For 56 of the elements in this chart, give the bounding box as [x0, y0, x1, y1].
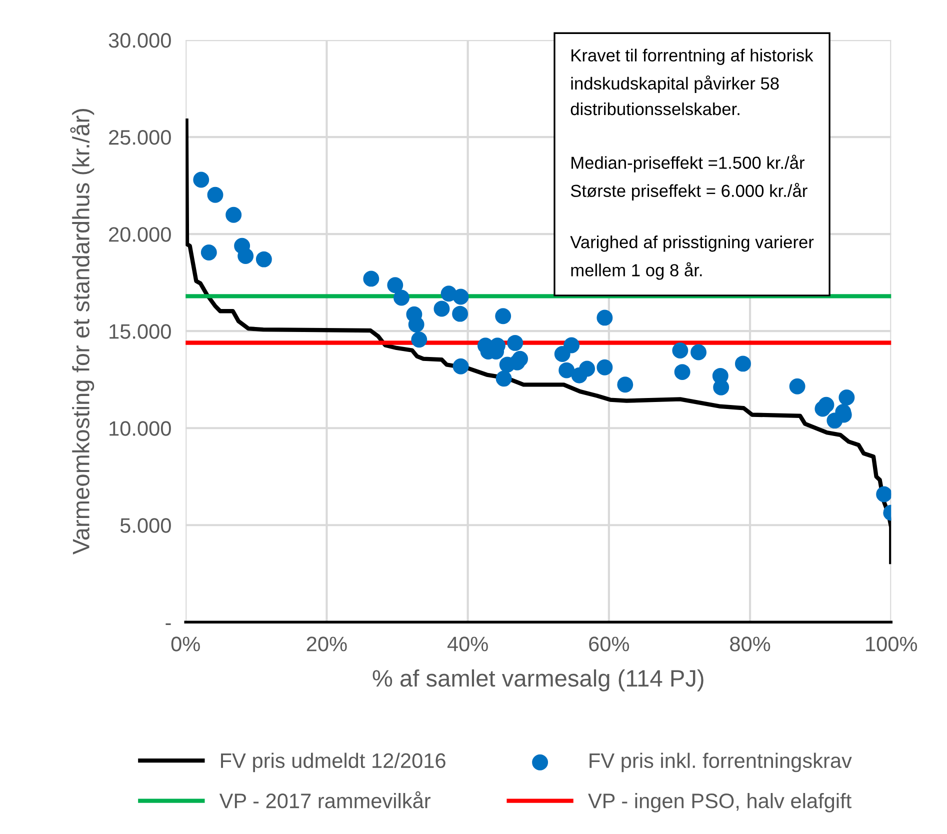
y-axis-title: Varmeomkosting for et standardhus (kr./år) [70, 109, 94, 555]
point [838, 389, 855, 406]
point [496, 370, 512, 387]
point [207, 186, 224, 203]
point [596, 310, 613, 326]
point [507, 334, 524, 351]
x-axis-title: % af samlet varmesalg (114 PJ) [372, 669, 704, 692]
point [363, 270, 380, 287]
point [394, 290, 410, 306]
point [558, 362, 575, 378]
point [617, 376, 634, 393]
point [452, 358, 469, 374]
point [411, 332, 428, 348]
x-tick-label: 40% [447, 636, 488, 652]
point [818, 396, 834, 413]
point [495, 308, 512, 324]
point [674, 364, 690, 380]
point [596, 359, 613, 376]
point [672, 342, 688, 358]
point [193, 172, 210, 188]
x-tick-label: 100% [866, 636, 918, 652]
point [564, 337, 580, 354]
legend-label: FV pris udmeldt 12/2016 [221, 752, 446, 772]
y-tick-label: 25.000 [109, 130, 171, 145]
point [509, 354, 526, 370]
point [452, 306, 468, 322]
legend-label: VP - 2017 rammevilkår [219, 791, 430, 808]
y-tick-label: 20.000 [109, 227, 171, 242]
point [408, 316, 424, 332]
y-tick-label: 15.000 [110, 324, 171, 339]
text: Kravet til forrentning af historisk indskudskapital påvirker 58 distributionsselskaber. Median-priseffekt =1.500 kr./år Største priseffekt = 6.000 kr./år Varighed af prisstigning varierer mellem 1 og 8 år. [570, 48, 814, 280]
y-tick-label: 30.000 [108, 33, 171, 48]
y-tick-label: 5.000 [120, 518, 171, 533]
x-tick-label: 20% [306, 636, 347, 652]
x-tick-label: 0% [171, 636, 200, 652]
point [690, 344, 706, 360]
point [200, 244, 217, 260]
x-tick-label: 80% [730, 636, 770, 652]
y-tick-label: 10.000 [110, 421, 171, 436]
point [434, 300, 450, 317]
point [713, 379, 730, 396]
point [579, 360, 596, 377]
point [554, 346, 570, 362]
point [876, 486, 892, 502]
y-tick-label: - [166, 623, 171, 625]
x-tick-label: 60% [589, 636, 630, 652]
point [452, 288, 469, 305]
point [256, 251, 272, 268]
point [238, 248, 254, 264]
point [734, 356, 751, 372]
point [226, 206, 242, 223]
legend-label: VP - ingen PSO, halv elafgift [588, 793, 852, 812]
point [789, 378, 806, 394]
line-series [186, 118, 892, 564]
legend-label: FV pris inkl. forrentningskrav [590, 752, 852, 772]
point [387, 277, 404, 294]
